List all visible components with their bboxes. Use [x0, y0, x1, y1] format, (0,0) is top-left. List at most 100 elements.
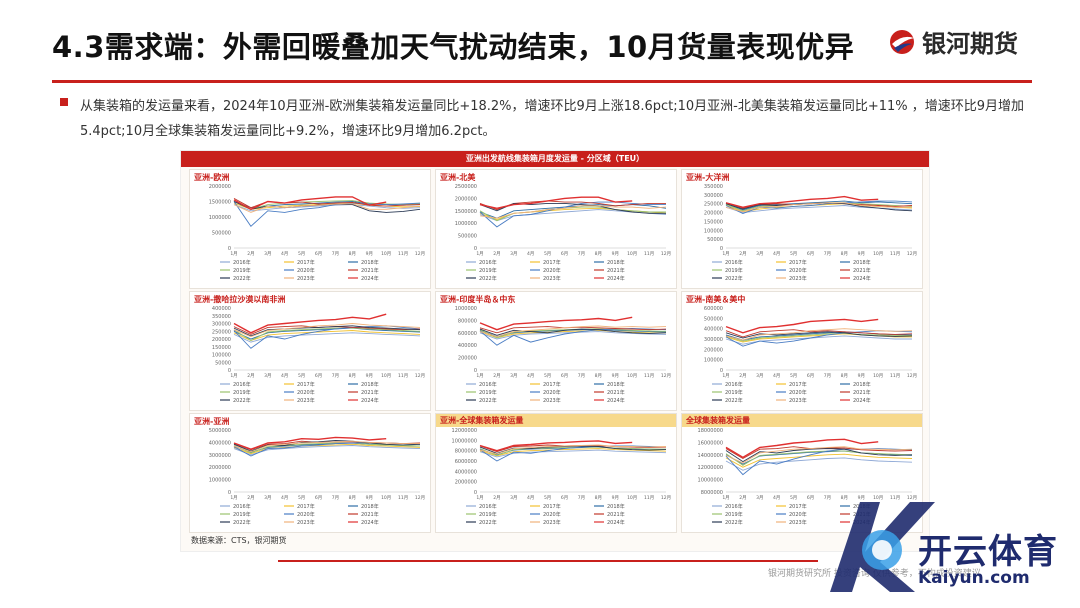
kaiyun-watermark-logo-icon: [830, 502, 935, 592]
legend-label: 2018年: [361, 503, 379, 510]
y-tick-label: 500000: [458, 234, 477, 240]
legend-label: 2021年: [853, 389, 871, 396]
series-line: [725, 202, 912, 213]
series-line: [725, 453, 913, 468]
legend-label: 2024年: [361, 519, 379, 526]
chart-panel-title: 全球集装箱发运量: [682, 414, 922, 427]
legend-label: 2020年: [297, 267, 315, 274]
series-line: [725, 318, 879, 334]
legend-label: 2021年: [607, 267, 625, 274]
x-tick-label: 2月: [493, 251, 500, 257]
x-tick-label: 11月: [644, 495, 654, 501]
legend-label: 2016年: [479, 381, 497, 388]
x-tick-label: 9月: [612, 251, 619, 257]
x-tick-label: 11月: [890, 373, 900, 379]
x-tick-label: 8月: [349, 373, 356, 379]
x-tick-label: 12月: [661, 495, 671, 501]
series-line: [233, 323, 421, 338]
line-chart: 600000 500000 400000 300000 200000 100000 01月 2…: [704, 306, 917, 404]
legend-label: 2016年: [725, 381, 743, 388]
x-tick-label: 7月: [578, 373, 585, 379]
x-tick-label: 12月: [415, 251, 425, 257]
legend-label: 2016年: [233, 381, 251, 388]
x-tick-label: 11月: [890, 495, 900, 501]
y-tick-label: 16000000: [698, 440, 723, 446]
legend-label: 2017年: [297, 259, 315, 266]
x-tick-label: 6月: [315, 251, 322, 257]
line-chart: 1000000 800000 600000 400000 200000 01月 2月 3月 4月…: [455, 306, 671, 404]
series-line: [725, 200, 913, 211]
series-line: [233, 327, 421, 342]
x-tick-label: 9月: [858, 251, 865, 257]
y-tick-label: 2000000: [209, 184, 231, 190]
x-tick-label: 4月: [527, 373, 534, 379]
series-line: [479, 440, 633, 452]
x-tick-label: 2月: [739, 495, 746, 501]
y-tick-label: 1000000: [455, 306, 477, 312]
x-tick-label: 5月: [544, 251, 551, 257]
x-tick-label: 1月: [476, 251, 483, 257]
y-tick-label: 200000: [212, 337, 231, 343]
x-tick-label: 5月: [544, 495, 551, 501]
legend-label: 2017年: [543, 503, 561, 510]
legend-label: 2016年: [725, 503, 743, 510]
x-tick-label: 10月: [873, 373, 883, 379]
y-tick-label: 2000000: [455, 196, 477, 202]
y-tick-label: 300000: [212, 322, 231, 328]
y-tick-label: 0: [228, 246, 231, 252]
legend-label: 2017年: [789, 259, 807, 266]
series-line: [725, 448, 913, 463]
page-title: 4.3需求端：外需回暖叠加天气扰动结束，10月货量表现优异: [52, 30, 855, 64]
legend-label: 2020年: [543, 267, 561, 274]
legend-label: 2022年: [479, 397, 497, 404]
y-tick-label: 2000000: [209, 465, 231, 471]
series-line: [479, 445, 667, 454]
y-tick-label: 200000: [458, 356, 477, 362]
series-line: [725, 457, 913, 471]
series-line: [479, 316, 633, 331]
x-tick-label: 9月: [366, 251, 373, 257]
x-tick-label: 8月: [841, 251, 848, 257]
series-line: [233, 445, 421, 456]
chart-panel-title: 亚洲-南美＆美中: [686, 295, 746, 304]
x-tick-label: 12月: [907, 373, 917, 379]
y-tick-label: 5000000: [209, 428, 231, 434]
x-tick-label: 12月: [415, 373, 425, 379]
x-tick-label: 3月: [510, 495, 517, 501]
y-tick-label: 14000000: [698, 453, 723, 459]
chart-panel-title: 亚洲-全球集装箱发运量: [436, 414, 676, 427]
legend-label: 2023年: [297, 275, 315, 282]
y-tick-label: 250000: [212, 329, 231, 335]
series-line: [479, 328, 667, 336]
x-tick-label: 4月: [527, 495, 534, 501]
legend-label: 2022年: [233, 275, 251, 282]
chart-panel: 亚洲-欧洲 2000000 1500000 1000000 500000 0 1月 2月 3月 4…: [189, 169, 431, 289]
x-tick-label: 6月: [561, 495, 568, 501]
legend-label: 2016年: [725, 259, 743, 266]
y-tick-label: 10000000: [698, 478, 723, 484]
x-tick-label: 8月: [595, 251, 602, 257]
series-line: [725, 331, 913, 339]
x-tick-label: 4月: [281, 495, 288, 501]
x-tick-label: 7月: [332, 251, 339, 257]
x-tick-label: 12月: [661, 373, 671, 379]
x-tick-label: 3月: [756, 373, 763, 379]
legend-label: 2020年: [297, 389, 315, 396]
x-tick-label: 8月: [841, 495, 848, 501]
x-tick-label: 2月: [739, 251, 746, 257]
x-tick-label: 6月: [315, 495, 322, 501]
x-tick-label: 7月: [332, 495, 339, 501]
legend-label: 2017年: [297, 381, 315, 388]
legend-label: 2024年: [607, 519, 625, 526]
series-line: [725, 448, 913, 476]
y-tick-label: 0: [474, 246, 477, 252]
legend-label: 2020年: [789, 389, 807, 396]
legend-label: 2024年: [607, 275, 625, 282]
series-line: [479, 205, 667, 219]
legend-label: 2017年: [543, 381, 561, 388]
series-line: [479, 196, 633, 210]
x-tick-label: 2月: [247, 373, 254, 379]
x-tick-label: 3月: [264, 495, 271, 501]
x-tick-label: 7月: [824, 251, 831, 257]
